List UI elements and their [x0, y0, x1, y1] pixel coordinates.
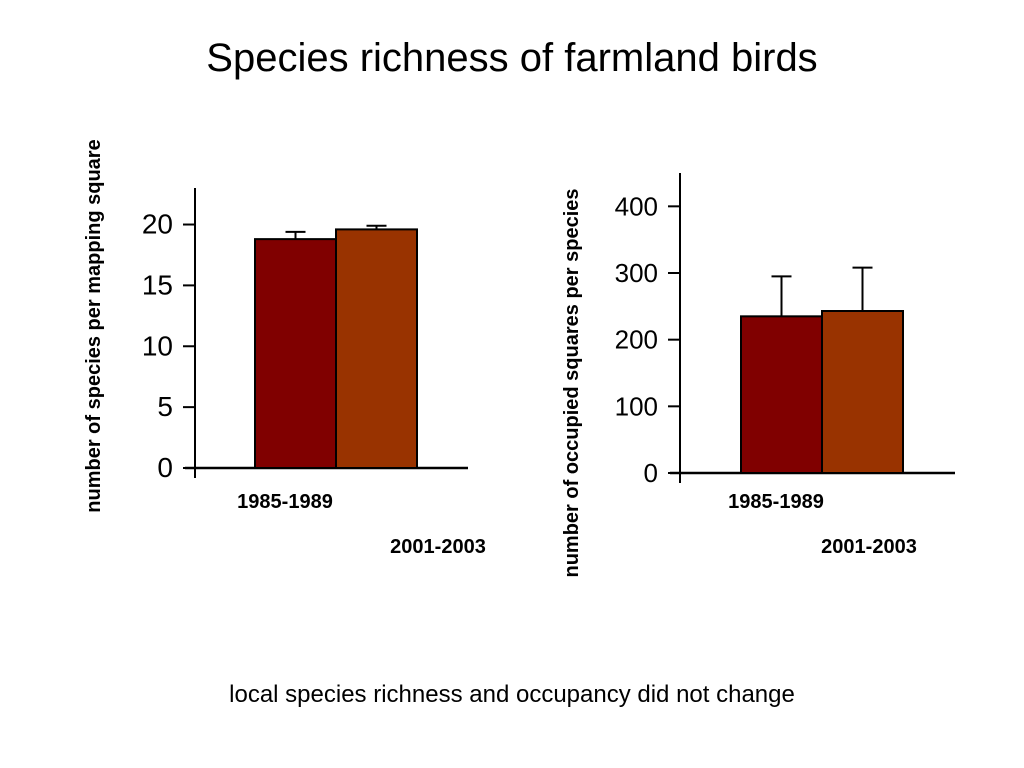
y-tick-label: 5	[157, 391, 173, 422]
y-tick-label: 0	[644, 458, 658, 488]
chart-occupied-squares-svg: 0 100 200 300 400 number of occupied squares …	[561, 173, 955, 578]
bar-1985-1989	[254, 238, 337, 469]
category-label: 2001-2003	[821, 536, 917, 558]
chart-occupied-squares: 0 100 200 300 400 number of occupied squares …	[545, 120, 985, 640]
slide-title: Species richness of farmland birds	[206, 36, 818, 80]
y-tick-label: 300	[615, 258, 658, 288]
y-axis-title: number of occupied squares per species	[561, 188, 583, 577]
category-label: 1985-1989	[237, 491, 333, 513]
y-tick-label: 100	[615, 391, 658, 421]
y-tick-label: 15	[142, 269, 173, 300]
bar-2001-2003	[821, 310, 904, 474]
y-tick-label: 0	[157, 452, 173, 483]
category-label: 1985-1989	[728, 491, 824, 513]
bar-2001-2003	[335, 228, 418, 469]
y-tick-label: 20	[142, 209, 173, 240]
category-label: 2001-2003	[390, 536, 486, 558]
bar-1985-1989	[740, 315, 823, 474]
footer-note: local species richness and occupancy did…	[229, 681, 795, 708]
chart-species-per-square: 0 5 10 15 20 number of species per mapping sq…	[60, 70, 500, 590]
y-axis-title: number of species per mapping square	[83, 139, 105, 512]
y-tick-label: 200	[615, 325, 658, 355]
y-tick-label: 10	[142, 330, 173, 361]
y-tick-label: 400	[615, 191, 658, 221]
chart-species-per-square-svg: 0 5 10 15 20 number of species per mapping sq…	[83, 139, 486, 558]
